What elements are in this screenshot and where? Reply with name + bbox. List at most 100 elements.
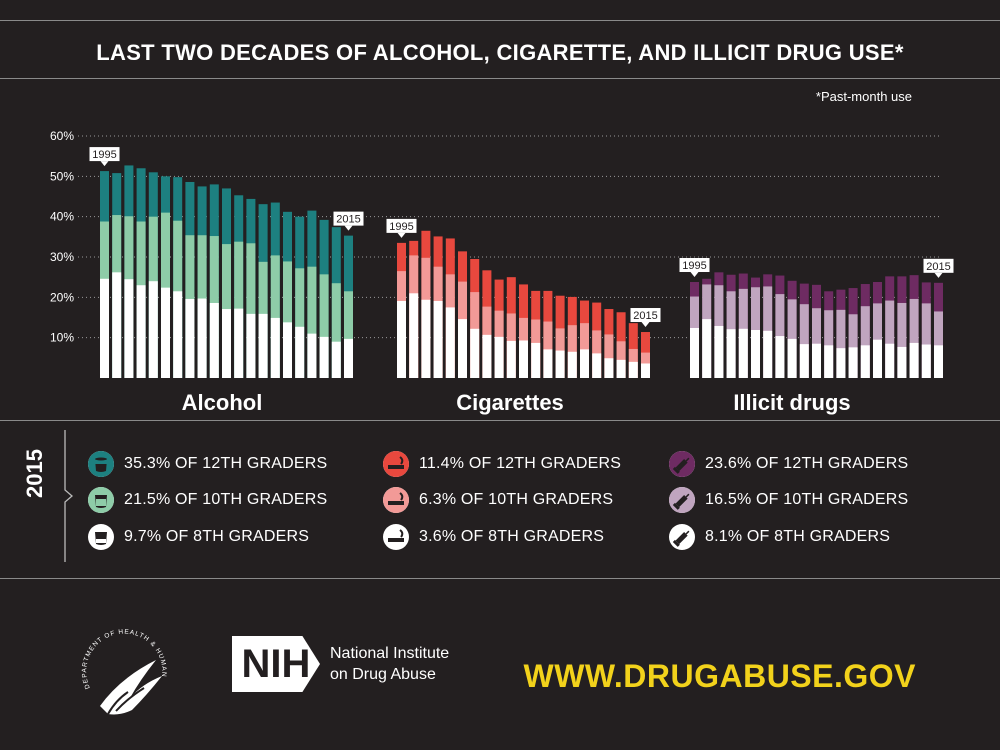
bar-8th — [433, 300, 443, 378]
bar-8th — [751, 330, 760, 378]
year-flag-label: 1995 — [92, 149, 116, 161]
year-flag-pointer — [934, 272, 943, 278]
year-flag — [386, 218, 417, 233]
year-flag-pointer — [100, 161, 109, 167]
bar-8th — [580, 349, 589, 378]
nih-mark: NIH — [232, 636, 320, 692]
bar-8th — [714, 325, 724, 378]
bar-8th — [628, 361, 638, 378]
year-flag-label: 1995 — [389, 221, 413, 233]
bar-10th — [897, 302, 907, 378]
year-flag-label: 2015 — [336, 214, 360, 226]
cigarette-icon — [383, 451, 409, 477]
syringe-icon — [669, 451, 695, 477]
legend-cigarettes-10th: 6.3% OF 10TH GRADERS — [383, 487, 613, 513]
year-flag — [333, 211, 364, 226]
bar-10th — [307, 266, 317, 378]
bar-8th — [458, 319, 467, 378]
bar-8th — [100, 278, 109, 378]
bar-10th — [812, 308, 821, 378]
legend-alcohol-10th-text: 21.5% OF 10TH GRADERS — [124, 491, 328, 508]
bar-8th — [543, 349, 553, 378]
bar-8th — [836, 348, 846, 378]
legend-illicit-12th-text: 23.6% OF 12TH GRADERS — [705, 455, 909, 472]
nih-logo: NIH National Institute on Drug Abuse — [232, 636, 449, 692]
bar-8th — [519, 340, 528, 378]
bar-10th — [787, 299, 797, 378]
bar-8th — [799, 344, 809, 378]
bar-8th — [555, 350, 565, 378]
bar-8th — [421, 299, 431, 378]
bar-8th — [567, 351, 577, 378]
svg-text:DEPARTMENT OF HEALTH & HUMAN S: DEPARTMENT OF HEALTH & HUMAN SERVICES · … — [70, 618, 167, 690]
year-flag — [923, 258, 954, 273]
bar-8th — [812, 343, 821, 378]
legend-alcohol-10th: 21.5% OF 10TH GRADERS — [88, 487, 327, 513]
footer: DEPARTMENT OF HEALTH & HUMAN SERVICES · … — [0, 580, 1000, 750]
bar-8th — [331, 341, 341, 378]
alcohol-cup-icon — [88, 451, 114, 477]
bar-chart: 10% 20% 30% 40% 50% 60% Alcohol 1995 2015 Cigare… — [50, 129, 954, 415]
bar-8th — [934, 345, 943, 378]
legend-illicit-10th-text: 16.5% OF 10TH GRADERS — [705, 491, 909, 508]
chart-labels: Alcohol 1995 2015 Cigarettes 1995 2015 Illicit… — [89, 147, 954, 415]
group-label: Illicit drugs — [733, 390, 850, 415]
bar-8th — [873, 339, 882, 378]
bar-8th — [197, 298, 207, 378]
bar-10th — [567, 325, 577, 378]
y-tick-label: 60% — [50, 129, 74, 143]
bar-8th — [112, 272, 122, 378]
bar-8th — [222, 309, 231, 378]
bar-10th — [246, 243, 256, 378]
bar-8th — [470, 328, 480, 378]
bar-8th — [246, 313, 256, 378]
legend-alcohol-8th: 9.7% OF 8TH GRADERS — [88, 524, 309, 550]
bar-8th — [482, 334, 492, 378]
bar-8th — [726, 329, 736, 378]
bar-8th — [445, 307, 455, 378]
title-rule — [0, 78, 1000, 79]
bar-8th — [787, 338, 797, 378]
y-tick-label: 30% — [50, 250, 74, 264]
bar-8th — [860, 345, 870, 378]
bar-8th — [270, 317, 280, 378]
bar-8th — [209, 302, 219, 378]
bar-10th — [604, 334, 614, 378]
bar-10th — [848, 314, 858, 378]
bar-8th — [234, 308, 244, 378]
year-flag-label: 2015 — [633, 310, 657, 322]
website-link[interactable]: WWW.DRUGABUSE.GOV — [523, 658, 916, 694]
bar-10th — [270, 255, 280, 378]
bar-8th — [136, 285, 146, 378]
year-flag-label: 2015 — [926, 261, 950, 273]
bar-10th — [319, 274, 329, 378]
legend-cigarettes-12th: 11.4% OF 12TH GRADERS — [383, 451, 621, 477]
bar-8th — [494, 336, 504, 378]
bar-8th — [124, 279, 134, 378]
bar-10th — [344, 291, 353, 378]
legend-illicit-10th: 16.5% OF 10TH GRADERS — [669, 487, 908, 513]
bar-8th — [506, 340, 516, 378]
legend-cigarettes-8th: 3.6% OF 8TH GRADERS — [383, 524, 604, 550]
hhs-seal-text: DEPARTMENT OF HEALTH & HUMAN SERVICES · … — [70, 618, 166, 690]
year-flag-pointer — [397, 232, 406, 238]
bar-10th — [331, 283, 341, 378]
group-label: Alcohol — [182, 390, 263, 415]
group-label: Cigarettes — [456, 390, 564, 415]
cigarette-icon — [383, 524, 409, 550]
bar-8th — [775, 336, 785, 378]
bar-8th — [185, 298, 195, 378]
cigarette-icon — [383, 487, 409, 513]
legend-year: 2015 — [22, 449, 47, 498]
bar-8th — [409, 293, 419, 378]
legend-illicit-8th-text: 8.1% OF 8TH GRADERS — [705, 528, 891, 545]
year-flag-pointer — [690, 272, 699, 278]
legend-cigarettes-8th-text: 3.6% OF 8TH GRADERS — [419, 528, 605, 545]
legend-bracket — [64, 430, 73, 562]
bar-8th — [258, 313, 268, 378]
year-flag-pointer — [344, 225, 353, 231]
syringe-icon — [669, 487, 695, 513]
bar-8th — [173, 291, 183, 378]
y-tick-label: 20% — [50, 290, 74, 304]
bar-10th — [934, 311, 943, 378]
